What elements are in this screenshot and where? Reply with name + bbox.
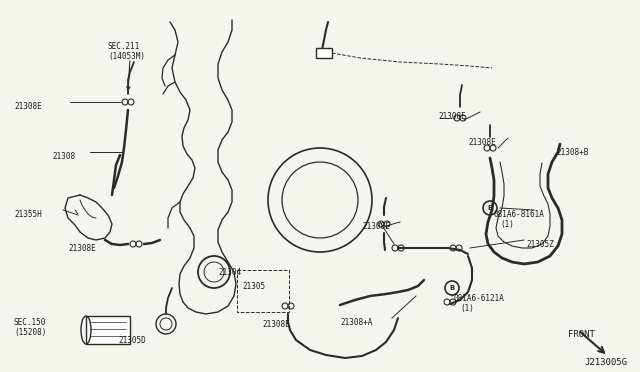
Text: SEC.211: SEC.211: [108, 42, 140, 51]
Text: (15208): (15208): [14, 328, 46, 337]
Text: (1): (1): [500, 220, 514, 229]
Text: 21305Z: 21305Z: [526, 240, 554, 249]
Bar: [237, 270, 289, 312]
Text: 081A6-8161A: 081A6-8161A: [494, 210, 545, 219]
Text: 21308E: 21308E: [438, 112, 466, 121]
Text: 21308E: 21308E: [68, 244, 96, 253]
Text: FRONT: FRONT: [568, 330, 595, 339]
Text: B: B: [488, 205, 493, 211]
Text: J213005G: J213005G: [584, 358, 627, 367]
Text: 21305D: 21305D: [118, 336, 146, 345]
Text: SEC.150: SEC.150: [14, 318, 46, 327]
Text: 081A6-6121A: 081A6-6121A: [454, 294, 505, 303]
Text: 21304: 21304: [218, 268, 241, 277]
Text: 21308E: 21308E: [362, 222, 390, 231]
FancyBboxPatch shape: [316, 48, 332, 58]
Text: 21355H: 21355H: [14, 210, 42, 219]
Text: 21308+A: 21308+A: [340, 318, 372, 327]
Text: 21308E: 21308E: [468, 138, 496, 147]
Text: 21308E: 21308E: [14, 102, 42, 111]
Text: 21308: 21308: [52, 152, 75, 161]
Bar: [86, 316, 130, 344]
Text: 21305: 21305: [242, 282, 265, 291]
Text: 21308E: 21308E: [262, 320, 290, 329]
Text: (1): (1): [460, 304, 474, 313]
Text: 21308+B: 21308+B: [556, 148, 588, 157]
Text: (14053M): (14053M): [108, 52, 145, 61]
Text: B: B: [449, 285, 454, 291]
